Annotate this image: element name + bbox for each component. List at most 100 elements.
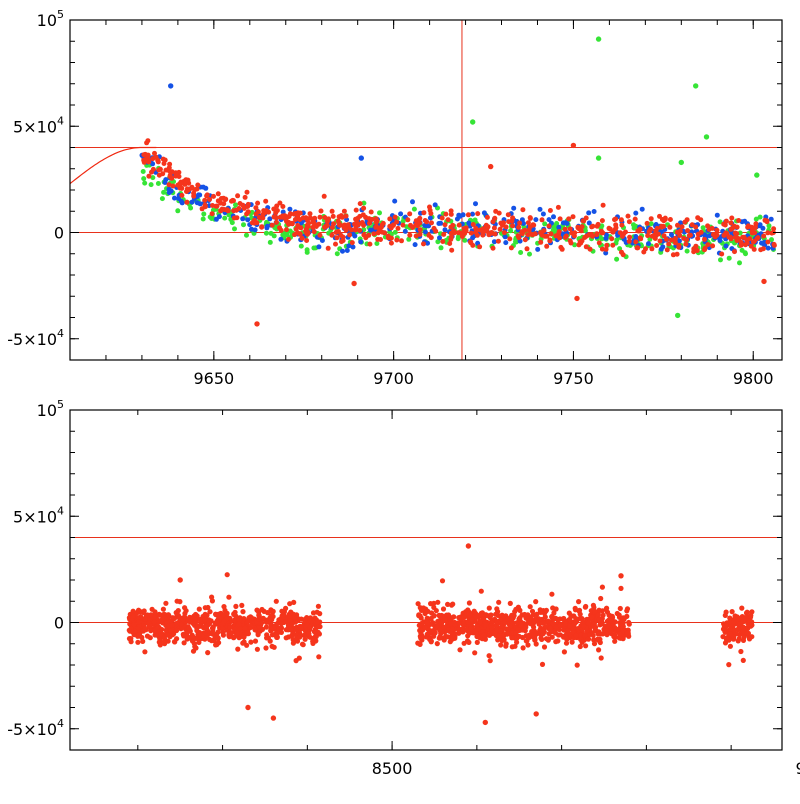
data-point <box>152 612 158 619</box>
data-point <box>456 620 462 626</box>
data-point <box>753 216 759 222</box>
data-point <box>164 631 170 637</box>
data-point <box>436 221 442 226</box>
data-point <box>486 653 492 659</box>
data-point <box>298 625 304 631</box>
data-point <box>194 628 200 634</box>
data-point <box>435 239 441 245</box>
data-point <box>567 616 573 622</box>
data-point <box>501 620 508 626</box>
data-point <box>527 604 533 610</box>
data-point <box>663 236 669 242</box>
data-point <box>766 223 772 229</box>
data-point <box>155 157 161 163</box>
data-point <box>540 211 546 217</box>
data-point <box>331 221 337 227</box>
data-point <box>274 203 280 209</box>
data-point <box>645 233 651 239</box>
data-point <box>747 618 753 624</box>
data-point <box>617 605 623 612</box>
data-point <box>736 636 742 642</box>
data-point <box>563 233 569 239</box>
data-point <box>448 236 454 242</box>
data-point <box>533 711 539 717</box>
data-point <box>464 627 470 633</box>
data-point <box>274 219 279 225</box>
data-point <box>510 223 515 229</box>
data-point <box>568 240 574 246</box>
data-point <box>691 249 697 255</box>
data-point <box>518 622 524 628</box>
data-point <box>465 212 471 218</box>
data-point <box>233 603 239 610</box>
data-point <box>646 241 651 247</box>
data-point <box>555 204 561 210</box>
data-point <box>703 134 710 140</box>
data-point <box>145 138 151 144</box>
data-point <box>245 201 251 207</box>
data-point <box>745 224 751 230</box>
data-point <box>536 621 542 627</box>
data-point <box>259 224 265 230</box>
data-point <box>236 206 242 211</box>
data-point <box>769 230 775 236</box>
data-point <box>439 620 445 626</box>
data-point <box>284 227 289 233</box>
data-point <box>512 609 518 615</box>
data-point <box>745 630 752 637</box>
data-point <box>351 280 357 287</box>
data-point <box>466 600 472 606</box>
data-point <box>267 239 273 245</box>
data-point <box>551 214 556 220</box>
data-point <box>199 206 205 212</box>
data-point <box>420 605 427 611</box>
data-point <box>350 244 356 250</box>
data-point <box>302 616 308 623</box>
data-point <box>274 634 280 641</box>
data-point <box>207 609 213 615</box>
data-point <box>245 209 251 215</box>
data-point <box>373 216 379 222</box>
data-point <box>577 643 583 650</box>
data-point <box>224 615 230 621</box>
data-point <box>283 635 289 641</box>
data-point <box>480 616 487 622</box>
data-point <box>667 217 673 222</box>
data-point <box>260 615 266 622</box>
data-point <box>754 172 760 178</box>
data-point <box>748 243 754 249</box>
data-point <box>210 203 215 208</box>
data-point <box>726 662 732 668</box>
data-point <box>571 621 578 627</box>
data-point <box>400 218 406 224</box>
data-point <box>249 220 255 226</box>
data-point <box>469 616 475 623</box>
data-point <box>709 225 715 231</box>
data-point <box>352 233 358 239</box>
data-point <box>586 220 592 226</box>
data-point <box>174 620 180 626</box>
data-point <box>357 201 363 207</box>
data-point <box>333 229 339 235</box>
data-point <box>270 608 276 615</box>
data-point <box>316 221 322 227</box>
data-point <box>297 210 303 216</box>
data-point <box>398 211 404 217</box>
data-point <box>585 620 592 626</box>
plot-frame <box>69 409 783 751</box>
data-point <box>573 632 579 639</box>
data-point <box>259 606 265 613</box>
data-point <box>349 240 355 246</box>
data-point <box>520 645 526 651</box>
data-point <box>254 646 260 652</box>
data-point <box>462 237 468 243</box>
data-point <box>575 626 581 632</box>
data-point <box>632 216 638 222</box>
data-point <box>249 226 254 232</box>
data-point <box>439 215 445 221</box>
data-point <box>177 577 183 583</box>
data-point <box>177 599 183 605</box>
data-point <box>581 623 587 629</box>
data-point <box>241 616 247 622</box>
data-point <box>465 543 472 549</box>
